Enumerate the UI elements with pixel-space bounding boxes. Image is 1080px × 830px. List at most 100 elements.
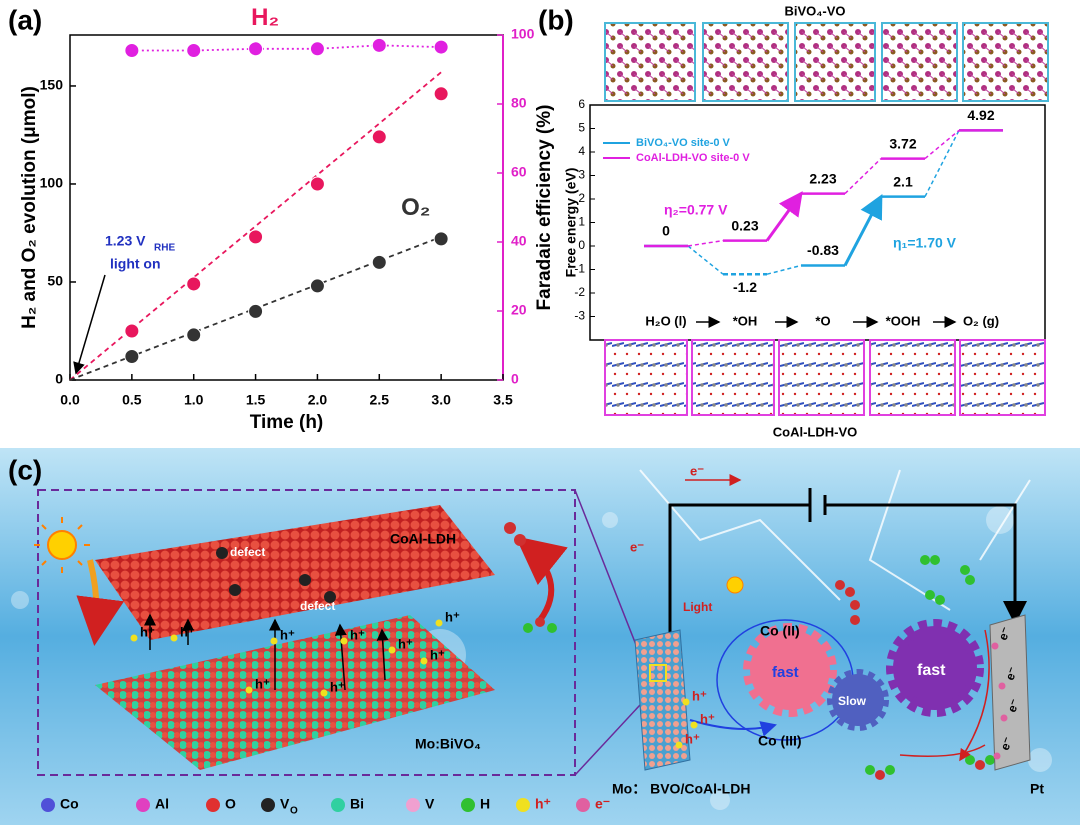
y-tick-label: 1 <box>578 215 585 229</box>
value-label: -1.2 <box>733 279 757 295</box>
hole-label: h⁺ <box>140 624 155 639</box>
value-label: 2.1 <box>893 173 913 189</box>
hole-arrows <box>144 613 389 691</box>
hole-label: h⁺ <box>180 624 195 639</box>
annotation: 1.23 V <box>105 233 146 249</box>
category-label: *OH <box>733 313 758 328</box>
x-axis-label: Time (h) <box>250 412 324 433</box>
series-label: O₂ <box>401 194 430 221</box>
hole-label: h⁺ <box>700 711 715 726</box>
hole-dot <box>690 721 698 729</box>
annotation-sub: RHE <box>154 243 175 254</box>
bivo4-layer <box>95 615 495 770</box>
electron-label: e⁻ <box>1003 665 1021 682</box>
annotation: η₂=0.77 V <box>664 202 728 218</box>
energy-connector <box>687 245 724 275</box>
oxygen-arrow <box>515 536 568 622</box>
schematic-label: Light <box>683 600 712 614</box>
electron-label: e⁻ <box>996 625 1014 642</box>
hole-dot <box>340 637 348 645</box>
data-point <box>433 39 449 55</box>
plot-b-frame <box>589 104 1046 341</box>
hole-dot <box>270 637 278 645</box>
y-tick-label: 100 <box>40 175 64 191</box>
gear-fast <box>886 619 984 717</box>
value-label: -0.83 <box>807 242 839 258</box>
data-point <box>186 276 202 292</box>
zoom-line <box>574 704 641 776</box>
y2-tick-label: 80 <box>511 95 527 111</box>
y-tick-label: 6 <box>578 97 585 111</box>
schematic-label: defect <box>300 599 335 613</box>
sun-small <box>726 576 744 594</box>
energy-connector <box>766 264 802 275</box>
value-label: 0.23 <box>731 217 758 233</box>
legend-label: Co <box>60 796 79 812</box>
electron-dot <box>991 642 999 650</box>
x-tick-label: 2.0 <box>308 392 328 408</box>
energy-connector <box>765 191 803 242</box>
annotation-arrow <box>73 274 106 375</box>
x-tick-label: 1.5 <box>246 392 266 408</box>
hole-dot <box>388 646 396 654</box>
y2-tick-label: 40 <box>511 233 527 249</box>
series-label: H₂ <box>251 4 279 31</box>
circuit <box>668 503 1017 640</box>
gear-fast <box>743 623 837 717</box>
energy-connector <box>687 239 724 247</box>
legend-marker <box>136 798 150 812</box>
x-tick-label: 3.0 <box>431 392 451 408</box>
legend-marker <box>461 798 475 812</box>
photoanode <box>634 629 691 771</box>
data-point <box>248 41 264 57</box>
legend-marker <box>331 798 345 812</box>
gear-slow <box>827 669 889 731</box>
legend-label: BiVO₄-VO site-0 V <box>636 137 731 149</box>
y-tick-label: -3 <box>574 309 585 323</box>
annotation: light on <box>110 256 161 272</box>
data-point <box>433 86 449 102</box>
schematic-label: e⁻ <box>630 539 644 554</box>
y-tick-label: 150 <box>40 77 64 93</box>
category-label: *OOH <box>886 313 921 328</box>
ldh-layer <box>95 505 495 640</box>
schematic-label: Pt <box>1030 781 1044 797</box>
hole-label: h⁺ <box>692 688 707 703</box>
y-axis-label: H₂ and O₂ evolution (μmol) <box>19 86 40 329</box>
schematic-label: CoAl-LDH <box>390 531 456 547</box>
hole-dot <box>245 686 253 694</box>
legend-marker <box>41 798 55 812</box>
hole-label: h⁺ <box>280 627 295 642</box>
legend-label: Bi <box>350 796 364 812</box>
hole-label: h⁺ <box>398 636 413 651</box>
legend-marker <box>206 798 220 812</box>
y2-tick-label: 0 <box>511 371 519 387</box>
series-line <box>131 44 442 52</box>
ldh-structures <box>604 339 1046 416</box>
zoom-box <box>37 489 576 776</box>
legend-label: h⁺ <box>535 796 551 812</box>
data-point <box>309 41 325 57</box>
y-tick-label: -2 <box>574 285 585 299</box>
category-label: O₂ (g) <box>963 313 999 328</box>
schematic-label: Slow <box>838 694 867 708</box>
bivo4-structures <box>604 22 1049 102</box>
legend-label: H <box>480 796 490 812</box>
hole-dot <box>420 657 428 665</box>
y-tick-label: 2 <box>578 191 585 205</box>
hole-label: h⁺ <box>685 731 700 746</box>
hole-transfer <box>689 719 777 737</box>
y2-tick-label: 20 <box>511 302 527 318</box>
pt-electrode <box>989 614 1031 771</box>
schematic-label: defect <box>230 545 265 559</box>
x-tick-label: 1.0 <box>184 392 204 408</box>
data-point <box>433 231 449 247</box>
y-tick-label: 0 <box>578 238 585 252</box>
annotation: η₁=1.70 V <box>893 235 957 251</box>
panel-label: (a) <box>8 4 42 35</box>
y2-tick-label: 100 <box>511 26 535 42</box>
hole-dot <box>435 619 443 627</box>
data-point <box>186 327 202 343</box>
schematic-label: Co (II) <box>760 623 800 639</box>
